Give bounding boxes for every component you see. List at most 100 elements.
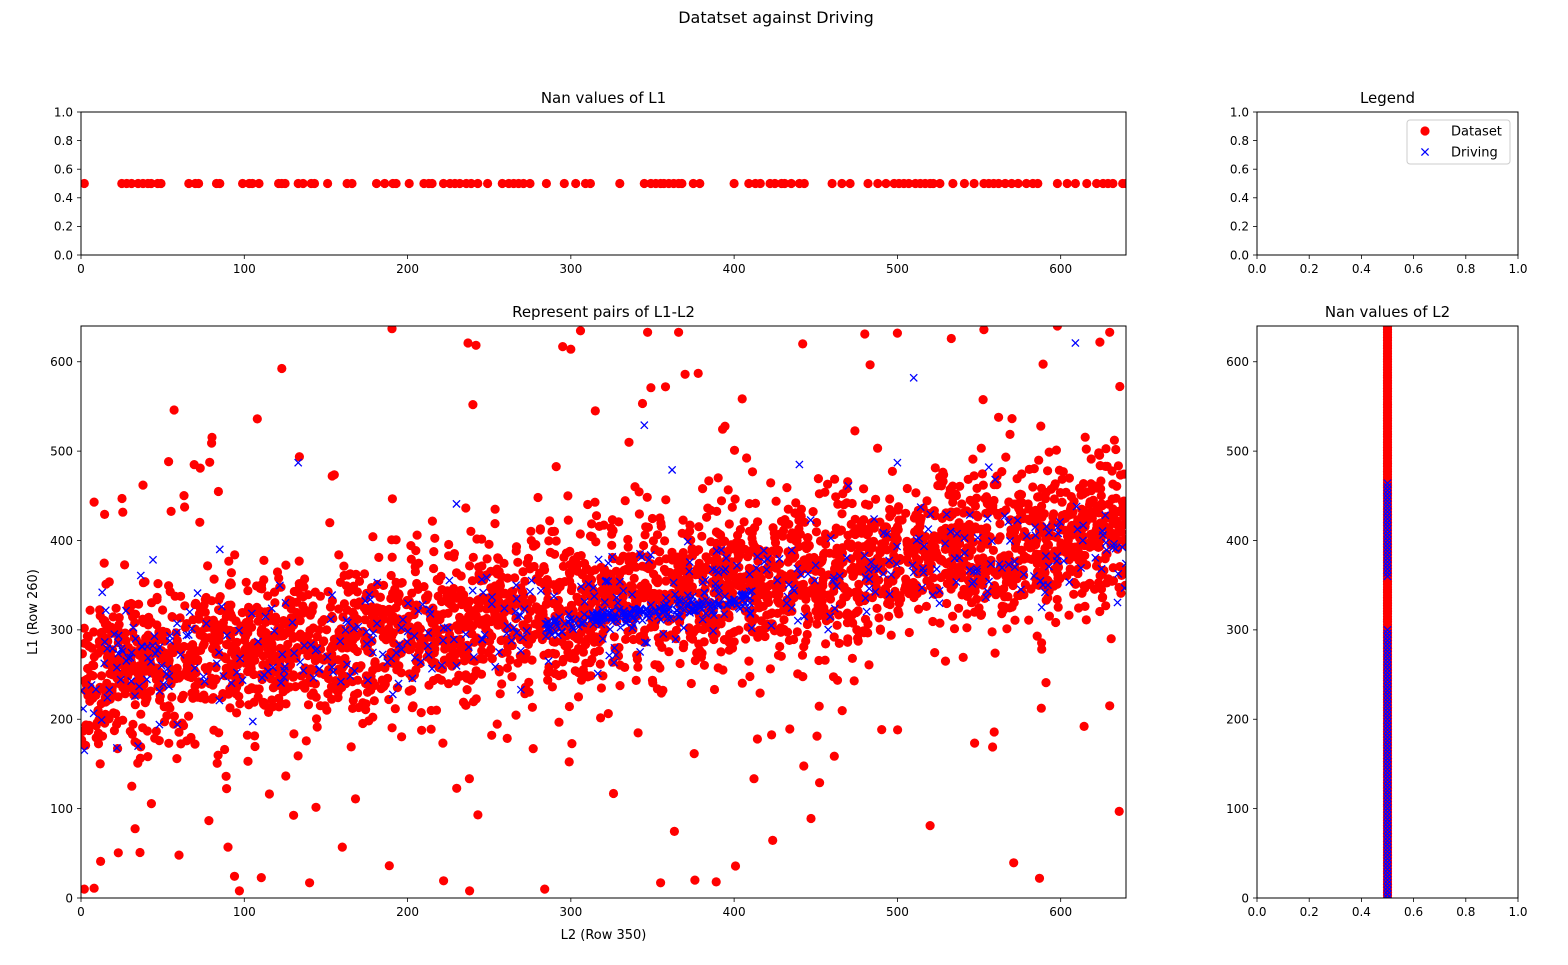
dataset-point <box>563 491 573 501</box>
dataset-point <box>396 668 406 678</box>
dataset-point <box>679 639 689 650</box>
dataset-point <box>545 547 556 558</box>
dataset-point <box>391 603 401 613</box>
dataset-point <box>1065 524 1075 534</box>
dataset-point <box>195 463 205 473</box>
dataset-point <box>576 584 587 594</box>
driving-point <box>314 665 323 674</box>
dataset-point <box>884 558 894 568</box>
driving-point <box>343 660 352 669</box>
driving-point <box>1383 847 1392 856</box>
dataset-point <box>935 178 945 189</box>
driving-point <box>398 615 407 624</box>
dataset-point <box>829 632 839 642</box>
dataset-point <box>731 573 741 583</box>
driving-point <box>685 567 694 576</box>
driving-point <box>1383 572 1392 581</box>
dataset-point <box>770 538 781 548</box>
dataset-point <box>232 708 242 718</box>
driving-point <box>217 602 226 611</box>
dataset-point <box>967 497 978 507</box>
dataset-point <box>301 736 311 746</box>
x-tick-label: 0.0 <box>1247 905 1266 919</box>
dataset-point <box>664 647 674 657</box>
dataset-point <box>280 178 290 189</box>
driving-point <box>1383 822 1392 831</box>
dataset-point <box>380 178 390 189</box>
driving-point <box>1383 532 1392 541</box>
dataset-point <box>751 548 761 558</box>
dataset-point <box>557 637 567 647</box>
dataset-point <box>843 538 853 549</box>
driving-point <box>1383 693 1392 702</box>
dataset-point <box>543 667 553 678</box>
y-tick-label: 0 <box>1241 891 1249 905</box>
dataset-point <box>669 826 680 837</box>
dataset-point <box>427 516 437 526</box>
driving-point <box>187 624 196 633</box>
dataset-point <box>795 529 806 539</box>
driving-point <box>1042 522 1051 531</box>
driving-point <box>681 597 690 606</box>
dataset-point <box>1008 528 1019 538</box>
dataset-point <box>694 522 704 532</box>
driving-point <box>753 552 762 561</box>
dataset-point <box>684 623 694 633</box>
dataset-point <box>623 542 633 552</box>
dataset-point <box>643 522 654 533</box>
dataset-point <box>580 640 591 650</box>
x-tick-label: 300 <box>559 905 582 919</box>
dataset-point <box>108 708 118 718</box>
dataset-point <box>770 178 780 189</box>
dataset-point <box>100 616 110 626</box>
dataset-point <box>348 642 358 653</box>
dataset-point <box>503 573 513 583</box>
dataset-point <box>561 548 572 558</box>
dataset-point <box>890 530 900 540</box>
driving-point <box>1036 576 1045 585</box>
driving-point <box>365 590 374 599</box>
dataset-point <box>1009 858 1019 868</box>
dataset-point <box>621 634 631 645</box>
dataset-point <box>778 525 789 536</box>
dataset-point <box>1082 178 1092 189</box>
driving-point <box>1383 865 1392 874</box>
dataset-point <box>776 569 786 579</box>
driving-point <box>516 685 525 694</box>
driving-point <box>621 618 630 627</box>
dataset-point <box>881 178 891 189</box>
dataset-point <box>507 600 517 611</box>
y-tick-label: 400 <box>1226 534 1249 548</box>
dataset-point <box>728 627 739 638</box>
dataset-point <box>243 666 253 677</box>
dataset-point <box>1420 126 1430 136</box>
dataset-point <box>801 636 811 646</box>
dataset-point <box>827 178 837 189</box>
dataset-point <box>366 685 376 695</box>
driving-point <box>714 589 723 598</box>
dataset-point <box>469 611 479 622</box>
driving-point <box>544 617 553 626</box>
dataset-point <box>875 545 885 555</box>
driving-point <box>176 650 185 659</box>
dataset-point <box>904 627 914 638</box>
driving-point <box>1383 868 1392 878</box>
driving-point <box>1078 536 1087 545</box>
driving-point <box>702 596 711 605</box>
dataset-point <box>190 599 200 610</box>
dataset-point <box>558 561 569 572</box>
dataset-point <box>234 886 244 896</box>
driving-point <box>1383 758 1392 767</box>
dataset-point <box>94 715 104 725</box>
dataset-point <box>704 476 714 486</box>
dataset-point <box>1060 513 1070 524</box>
dataset-point <box>99 558 109 568</box>
dataset-point <box>959 178 970 189</box>
dataset-point <box>454 591 464 601</box>
driving-point <box>480 630 489 639</box>
dataset-point <box>741 634 751 644</box>
dataset-point <box>1115 381 1125 392</box>
driving-point <box>98 588 107 597</box>
driving-point <box>1383 657 1392 667</box>
driving-point <box>636 604 645 613</box>
